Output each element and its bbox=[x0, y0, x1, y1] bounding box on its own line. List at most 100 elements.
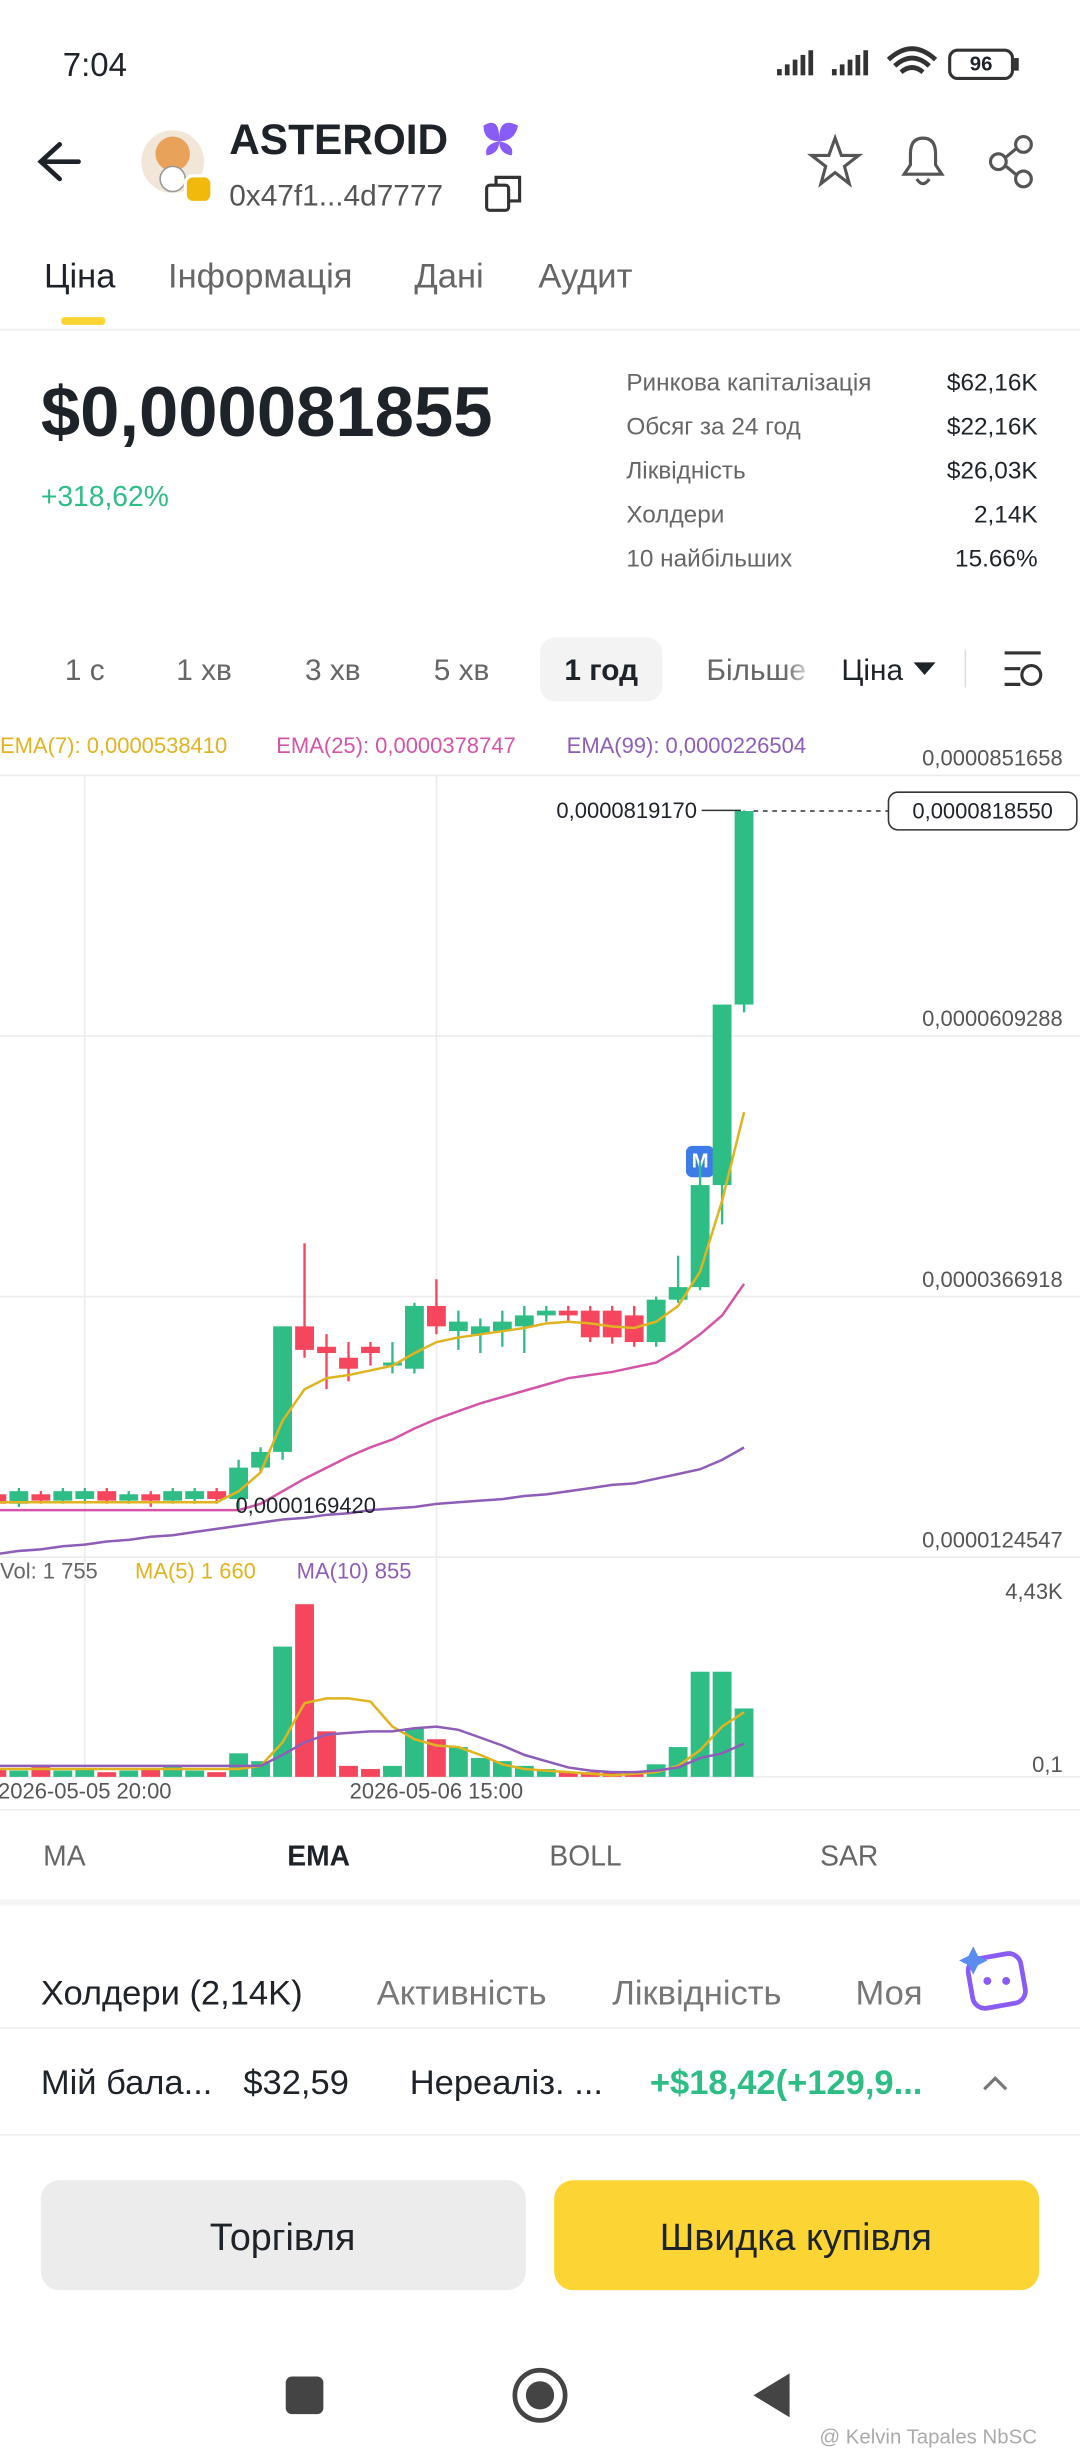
candle-body bbox=[426, 1305, 446, 1327]
expand-button[interactable] bbox=[983, 2076, 1008, 2091]
candle-body bbox=[9, 1491, 29, 1504]
battery-level: 96 bbox=[970, 53, 993, 75]
pnl-value: +$18,42(+129,9... bbox=[650, 2064, 923, 2102]
status-time: 7:04 bbox=[63, 46, 127, 83]
nav-home[interactable] bbox=[512, 2367, 568, 2423]
stat-value: 15.66% bbox=[955, 545, 1038, 572]
trade-button[interactable] bbox=[40, 2180, 526, 2291]
candle-body bbox=[295, 1326, 314, 1350]
candle-body bbox=[339, 1357, 358, 1369]
legend-entry: EMA(25): 0,0000378747 bbox=[276, 733, 515, 758]
indicator-tab[interactable]: SAR bbox=[820, 1839, 878, 1871]
stat-label: 10 найбільших bbox=[626, 545, 792, 572]
quick-buy-button[interactable] bbox=[554, 2180, 1040, 2291]
y-tick-label: 0,0000851658 bbox=[922, 746, 1063, 771]
volume-bar bbox=[558, 1772, 578, 1777]
tab[interactable]: Дані bbox=[414, 257, 483, 295]
indicator-tab[interactable]: EMA bbox=[287, 1839, 350, 1871]
button-label[interactable]: Швидка купівля bbox=[660, 2216, 932, 2258]
stat-label: Обсяг за 24 год bbox=[626, 413, 800, 440]
stat-value: $26,03K bbox=[947, 457, 1038, 484]
timeframe[interactable]: 3 хв bbox=[305, 654, 361, 687]
candle-body bbox=[31, 1494, 51, 1501]
y-tick-label: 0,0000609288 bbox=[922, 1006, 1063, 1031]
volume-bar bbox=[0, 1769, 7, 1777]
legend-entry: EMA(99): 0,0000226504 bbox=[567, 733, 806, 758]
volume-bar bbox=[53, 1770, 73, 1777]
tab[interactable]: Інформація bbox=[168, 257, 353, 295]
x-tick-label: 2026-05-05 20:00 bbox=[0, 1779, 172, 1804]
candle-body bbox=[141, 1494, 161, 1501]
timeframe[interactable]: 1 с bbox=[65, 654, 105, 687]
volume-ma-line bbox=[0, 1725, 745, 1774]
legend-entry: EMA(7): 0,0000538410 bbox=[0, 733, 227, 758]
active-timeframe[interactable] bbox=[540, 637, 663, 702]
x-tick-label: 2026-05-06 15:00 bbox=[350, 1779, 523, 1804]
volume-bar bbox=[536, 1769, 556, 1777]
candle-body bbox=[53, 1491, 73, 1501]
signal-icons bbox=[777, 50, 869, 76]
indicator-tab[interactable]: BOLL bbox=[549, 1839, 621, 1871]
tab[interactable]: Ціна bbox=[44, 257, 116, 295]
indicator-tab[interactable]: MA bbox=[43, 1839, 86, 1871]
stat-value: 2,14K bbox=[974, 501, 1038, 528]
volume-bar bbox=[9, 1770, 29, 1777]
volume-tick-label: 0,1 bbox=[1032, 1752, 1063, 1777]
favorite-button[interactable] bbox=[806, 133, 864, 188]
back-button[interactable] bbox=[37, 142, 81, 182]
balance-value: $32,59 bbox=[243, 2064, 349, 2102]
price-change: +318,62% bbox=[41, 480, 169, 512]
section-tab[interactable]: Активність bbox=[377, 1974, 547, 2012]
section-tab[interactable]: Ліквідність bbox=[612, 1974, 781, 2012]
battery-tip bbox=[1014, 58, 1019, 71]
stat-label: Ліквідність bbox=[626, 457, 745, 484]
candle-body bbox=[317, 1346, 336, 1354]
alert-button[interactable] bbox=[901, 136, 945, 186]
section-tab[interactable]: Моя bbox=[856, 1974, 923, 2012]
candle-body bbox=[0, 1494, 7, 1504]
ema-line bbox=[0, 1111, 746, 1504]
volume-bar bbox=[295, 1604, 314, 1777]
copy-button[interactable] bbox=[485, 175, 522, 212]
candle-body bbox=[470, 1326, 490, 1335]
volume-bar bbox=[75, 1769, 95, 1777]
share-button[interactable] bbox=[988, 134, 1033, 189]
volume-bar bbox=[514, 1765, 534, 1777]
nav-back[interactable] bbox=[753, 2373, 790, 2418]
volume-bar bbox=[97, 1772, 117, 1777]
volume-bar bbox=[207, 1772, 227, 1777]
volume-bar bbox=[690, 1671, 710, 1777]
legend-entry: MA(10) 855 bbox=[297, 1559, 412, 1584]
timeframe[interactable]: 1 год bbox=[564, 654, 638, 687]
volume-bar bbox=[119, 1770, 139, 1777]
section-tab[interactable]: Холдери (2,14K) bbox=[41, 1974, 303, 2012]
button-label[interactable]: Торгівля bbox=[210, 2216, 356, 2258]
battery-icon bbox=[948, 48, 1015, 81]
candle-body bbox=[405, 1305, 424, 1369]
dropdown-arrow bbox=[913, 662, 936, 675]
legend-entry: MA(5) 1 660 bbox=[135, 1559, 256, 1584]
min-label: 0,0000169420 bbox=[235, 1493, 376, 1518]
nav-recents[interactable] bbox=[285, 2376, 324, 2415]
volume-ma-line bbox=[0, 1697, 745, 1777]
candle-body bbox=[383, 1362, 402, 1366]
verified-icon bbox=[483, 122, 519, 156]
chart-mode[interactable]: Ціна bbox=[841, 654, 903, 687]
legend-entry: Vol: 1 755 bbox=[0, 1559, 98, 1584]
tab[interactable]: Аудит bbox=[538, 257, 632, 295]
candle-body bbox=[536, 1310, 556, 1316]
timeframe[interactable]: 5 хв bbox=[434, 654, 490, 687]
volume-bar bbox=[448, 1747, 468, 1777]
timeframe[interactable]: 1 хв bbox=[176, 654, 232, 687]
assistant-button[interactable] bbox=[959, 1946, 1028, 2011]
balance-label: Мій бала... bbox=[41, 2064, 213, 2102]
ema-line bbox=[0, 1446, 745, 1555]
volume-bar bbox=[141, 1769, 161, 1777]
chain-badge bbox=[183, 174, 214, 205]
stat-value: $62,16K bbox=[947, 370, 1038, 397]
chart-settings[interactable] bbox=[1004, 651, 1043, 686]
candle-body bbox=[185, 1491, 205, 1500]
candle-body bbox=[492, 1321, 512, 1332]
candle-body bbox=[119, 1494, 139, 1501]
